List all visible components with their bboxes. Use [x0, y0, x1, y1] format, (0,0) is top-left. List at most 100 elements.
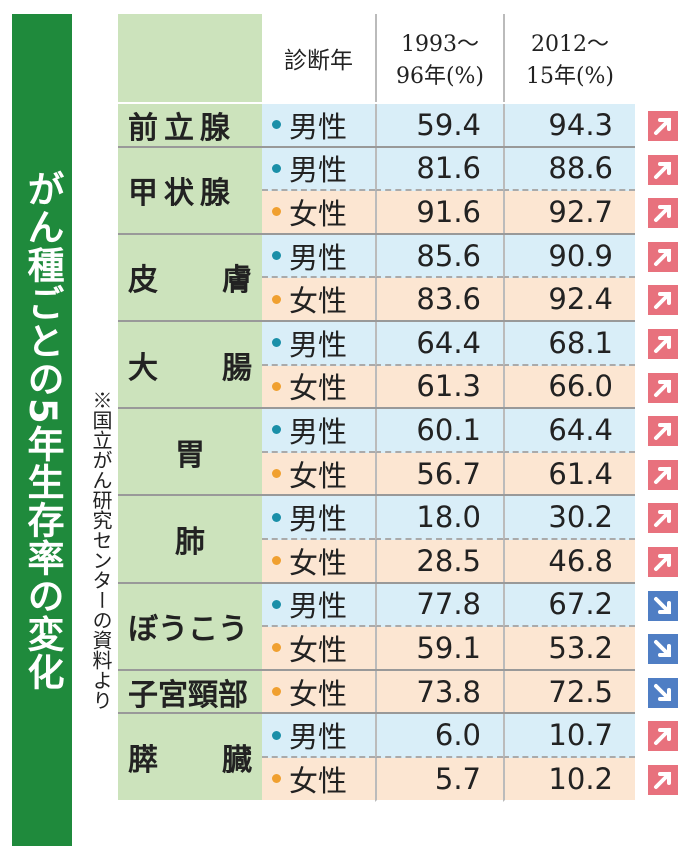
- rate-value: 59.1: [375, 627, 503, 671]
- sex-cell: 女性: [262, 627, 375, 671]
- sex-cell: 男性: [262, 104, 375, 148]
- rate-value: 61.4: [503, 452, 635, 497]
- sex-cell: 男性: [262, 234, 375, 279]
- rate-value: 28.5: [375, 540, 503, 584]
- trend-arrow: [654, 728, 671, 746]
- trend-arrow: [654, 772, 671, 789]
- cancer-type-label: 肺: [175, 524, 205, 560]
- sex-cell: 女性: [262, 758, 375, 802]
- trend-arrow: [654, 510, 671, 528]
- sex-label: 男性: [289, 240, 348, 275]
- rate-value: 30.2: [503, 496, 635, 540]
- sex-dot: [272, 425, 281, 435]
- group-divider: [118, 232, 635, 235]
- header-diagnosis-year: 診断年: [284, 48, 353, 74]
- sex-label: 男性: [289, 720, 348, 755]
- cancer-type-label: 皮膚: [128, 263, 252, 299]
- header-line: 15年(%): [525, 64, 615, 89]
- sex-label: 女性: [289, 284, 348, 319]
- header-line: 2012～: [531, 32, 609, 57]
- title-box: がん種ごとの5年生存率の変化: [12, 14, 72, 846]
- header-line: 96年(%): [395, 64, 485, 89]
- rate-value: 85.6: [375, 234, 503, 279]
- sex-label: 男性: [289, 109, 348, 144]
- cancer-type: 皮膚: [118, 234, 262, 320]
- sex-dot: [272, 207, 281, 217]
- rate-value: 64.4: [503, 409, 635, 453]
- cancer-type-label: 膵臓: [128, 742, 252, 778]
- sex-cell: 男性: [262, 147, 375, 192]
- trend-arrow: [654, 423, 671, 441]
- sex-label: 女性: [289, 371, 348, 406]
- rate-value: 59.4: [375, 104, 503, 148]
- sex-dot: [272, 120, 281, 130]
- sex-cell: 女性: [262, 540, 375, 584]
- rate-value: 90.9: [503, 234, 635, 279]
- trend-arrow: [654, 379, 671, 397]
- header-period: 2012～ 15年(%): [503, 14, 635, 102]
- trend-icon: [648, 285, 678, 316]
- sex-dot: [272, 556, 281, 566]
- sex-dot: [272, 687, 281, 697]
- rate-value: 10.2: [503, 758, 635, 802]
- rate-value: 83.6: [375, 278, 503, 322]
- trend-icon: [648, 111, 678, 141]
- rate-value: 53.2: [503, 627, 635, 671]
- group-divider: [118, 407, 635, 410]
- source-note: ※国立がん研究センターの資料より: [89, 390, 113, 710]
- title: がん種ごとの5年生存率の変化: [21, 169, 64, 691]
- group-divider: [118, 581, 635, 584]
- trend-icon: [648, 590, 678, 621]
- sex-cell: 男性: [262, 583, 375, 628]
- header-line: 1993～: [401, 32, 479, 57]
- rate-value: 5.7: [375, 758, 503, 802]
- sex-label: 男性: [289, 327, 348, 362]
- cancer-type: ぼうこう: [118, 583, 262, 669]
- sex-label: 男性: [289, 153, 348, 188]
- sex-dot: [272, 294, 281, 304]
- rate-value: 94.3: [503, 104, 635, 148]
- trend-arrow: [654, 161, 671, 179]
- rate-value: 81.6: [375, 147, 503, 192]
- rate-value: 92.4: [503, 278, 635, 322]
- rate-value: 72.5: [503, 670, 635, 715]
- sex-label: 男性: [289, 589, 348, 624]
- rate-value: 46.8: [503, 540, 635, 584]
- rate-value: 6.0: [375, 714, 503, 758]
- rate-value: 73.8: [375, 670, 503, 715]
- trend-icon: [648, 198, 678, 229]
- rate-value: 61.3: [375, 365, 503, 410]
- trend-arrow: [654, 683, 671, 701]
- sex-cell: 女性: [262, 191, 375, 235]
- sex-cell: 女性: [262, 278, 375, 322]
- trend-arrow: [654, 640, 671, 658]
- rate-value: 67.2: [503, 583, 635, 628]
- sex-dot: [272, 599, 281, 609]
- trend-icon: [648, 241, 678, 272]
- sex-label: 女性: [289, 196, 348, 231]
- sex-label: 男性: [289, 502, 348, 537]
- cancer-type: 前立腺: [118, 104, 262, 146]
- sex-label: 女性: [289, 676, 348, 711]
- trend-icon: [648, 721, 678, 752]
- sex-dot: [272, 643, 281, 653]
- cancer-type: 子宮頸部: [118, 670, 262, 713]
- sex-label: 女性: [289, 458, 348, 493]
- cancer-type-label: 前立腺: [128, 110, 236, 146]
- sex-cell: 女性: [262, 670, 375, 715]
- cancer-type-label: 胃: [175, 437, 205, 473]
- sex-cell: 女性: [262, 365, 375, 410]
- rate-value: 10.7: [503, 714, 635, 758]
- sex-cell: 女性: [262, 452, 375, 497]
- trend-arrow: [654, 554, 671, 571]
- rate-value: 18.0: [375, 496, 503, 540]
- cancer-type-label: 大腸: [128, 350, 252, 386]
- cancer-type: 胃: [118, 409, 262, 495]
- sex-cell: 男性: [262, 496, 375, 540]
- trend-icon: [648, 416, 678, 447]
- cancer-type-label: 子宮頸部: [128, 677, 248, 713]
- trend-icon: [648, 503, 678, 534]
- trend-icon: [648, 329, 678, 359]
- trend-arrow: [654, 466, 671, 484]
